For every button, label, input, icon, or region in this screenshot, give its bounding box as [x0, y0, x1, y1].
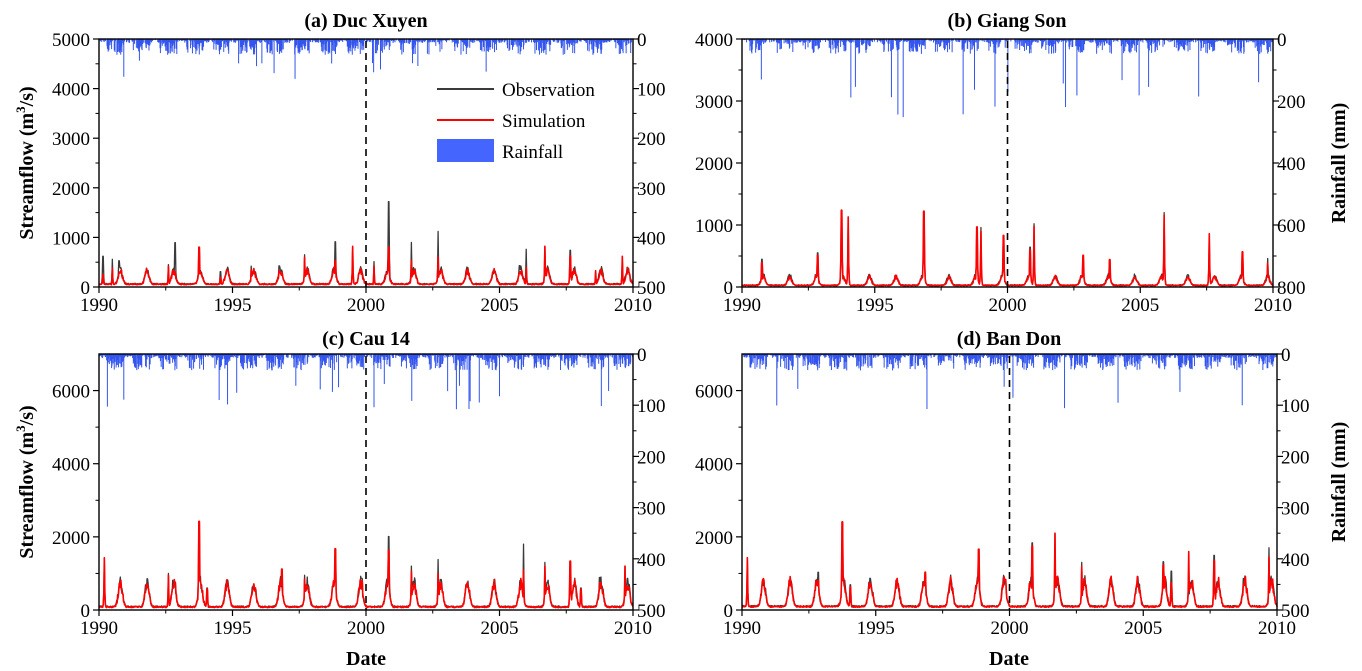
panel-d-simulation-line — [741, 521, 1278, 609]
panel-a-ytick-label: 0 — [81, 278, 91, 299]
panel-a-ylabel: Streamflow (m3/s) — [13, 86, 38, 239]
panel-b: 1990 1995 2000 2005 2010 0 1000 2000 3000 4000 0 20… — [695, 10, 1350, 316]
legend-swatch-rainfall — [437, 139, 494, 162]
panel-b-ytick-label: 1000 — [695, 216, 733, 237]
panel-c-y2tick-label: 500 — [637, 601, 666, 622]
panel-a-ytick-label: 1000 — [52, 228, 90, 249]
panel-d-y2tick-label: 300 — [1281, 499, 1310, 520]
panel-d-title: (d) Ban Don — [957, 328, 1061, 350]
panel-a-y2tick-label: 300 — [637, 179, 666, 200]
panel-a-ytick-label: 4000 — [52, 80, 90, 101]
panel-d-y2tick-label: 500 — [1281, 601, 1310, 622]
panel-d-xtick-label: 2005 — [1124, 618, 1162, 639]
panel-b-ytick-label: 4000 — [695, 30, 733, 51]
panel-a-y2tick-label: 200 — [637, 129, 666, 150]
panel-b-xtick-label: 1990 — [723, 295, 761, 316]
panel-a-y2tick-label: 100 — [637, 80, 666, 101]
panel-d-xtick-label: 1995 — [857, 618, 895, 639]
panel-d-ytick-label: 4000 — [695, 455, 733, 476]
panel-d-xtick-label: 2000 — [991, 618, 1029, 639]
panel-d: 1990 1995 2000 2005 2010 0 2000 4000 6000 0 100 200… — [695, 328, 1350, 670]
panel-a-ytick-label: 2000 — [52, 179, 90, 200]
panel-c-ytick-label: 0 — [81, 601, 91, 622]
legend-label-rainfall: Rainfall — [502, 142, 563, 163]
panel-b-xtick-label: 1995 — [856, 295, 894, 316]
panel-d-y2tick-label: 0 — [1281, 345, 1291, 366]
panel-b-y2tick-label: 400 — [1277, 154, 1306, 175]
panel-d-y2label: Rainfall (mm) — [1328, 422, 1350, 543]
panel-c-ticks: 1990 1995 2000 2005 2010 0 2000 4000 6000 0 100 200… — [52, 345, 666, 639]
legend-label-simulation: Simulation — [502, 111, 586, 132]
panel-b-title: (b) Giang Son — [948, 10, 1067, 32]
panel-b-ticks: 1990 1995 2000 2005 2010 0 1000 2000 3000 4000 0 20… — [695, 30, 1306, 316]
panel-c-xtick-label: 2000 — [347, 618, 385, 639]
panel-c-xtick-label: 2005 — [481, 618, 519, 639]
panel-c-y2tick-label: 200 — [637, 447, 666, 468]
panel-a-xtick-label: 1990 — [80, 295, 118, 316]
panel-c-ytick-label: 4000 — [52, 455, 90, 476]
panel-b-xtick-label: 2000 — [989, 295, 1027, 316]
panel-b-xtick-label: 2005 — [1121, 295, 1159, 316]
panel-a-ytick-label: 5000 — [52, 30, 90, 51]
panel-a-y2tick-label: 0 — [637, 30, 647, 51]
panel-b-y2tick-label: 800 — [1277, 278, 1306, 299]
panel-d-ytick-label: 6000 — [695, 382, 733, 403]
panel-a-title: (a) Duc Xuyen — [304, 10, 427, 32]
panel-d-y2tick-label: 400 — [1281, 550, 1310, 571]
panel-a-simulation-line — [98, 245, 634, 286]
panel-d-ytick-label: 0 — [724, 601, 734, 622]
panel-a-ticks: 1990 1995 2000 2005 201001000200030004000500… — [52, 30, 666, 316]
panel-c-xlabel: Date — [346, 648, 386, 670]
panel-b-y2tick-label: 0 — [1277, 30, 1287, 51]
panel-b-ytick-label: 2000 — [695, 154, 733, 175]
panel-c-title: (c) Cau 14 — [322, 328, 410, 350]
panel-b-y2tick-label: 600 — [1277, 216, 1306, 237]
panel-a-xtick-label: 2010 — [614, 295, 652, 316]
panel-d-ytick-label: 2000 — [695, 528, 733, 549]
panel-c: 1990 1995 2000 2005 2010 0 2000 4000 6000 0 100 200… — [13, 328, 666, 670]
panel-b-y2label: Rainfall (mm) — [1328, 103, 1350, 224]
panel-a-xtick-label: 1995 — [214, 295, 252, 316]
panel-c-xtick-label: 2010 — [614, 618, 652, 639]
panel-b-y2tick-label: 200 — [1277, 92, 1306, 113]
panel-c-xtick-label: 1990 — [80, 618, 118, 639]
panel-c-y2tick-label: 0 — [637, 345, 647, 366]
panel-b-xtick-label: 2010 — [1254, 295, 1292, 316]
panel-d-xlabel: Date — [989, 648, 1029, 670]
panel-c-simulation-line — [98, 520, 634, 609]
panel-d-y2tick-label: 200 — [1281, 447, 1310, 468]
panel-c-ytick-label: 2000 — [52, 528, 90, 549]
panel-c-y2tick-label: 100 — [637, 396, 666, 417]
panel-a-y2tick-label: 400 — [637, 228, 666, 249]
legend: Observation Simulation Rainfall — [437, 80, 595, 163]
panel-c-ytick-label: 6000 — [52, 382, 90, 403]
panel-d-y2tick-label: 100 — [1281, 396, 1310, 417]
panel-a: 1990 1995 2000 2005 201001000200030004000500… — [13, 10, 666, 316]
panel-a-y2tick-label: 500 — [637, 278, 666, 299]
panel-c-ylabel: Streamflow (m3/s) — [13, 405, 38, 558]
panel-b-ytick-label: 0 — [724, 278, 734, 299]
panel-a-xtick-label: 2000 — [347, 295, 385, 316]
panel-b-ytick-label: 3000 — [695, 92, 733, 113]
panel-d-xtick-label: 2010 — [1258, 618, 1296, 639]
panel-a-ytick-label: 3000 — [52, 129, 90, 150]
legend-label-observation: Observation — [502, 80, 595, 101]
panel-c-y2tick-label: 300 — [637, 499, 666, 520]
panel-d-xtick-label: 1990 — [723, 618, 761, 639]
panel-a-xtick-label: 2005 — [481, 295, 519, 316]
panel-c-y2tick-label: 400 — [637, 550, 666, 571]
panel-c-xtick-label: 1995 — [214, 618, 252, 639]
panel-d-ticks: 1990 1995 2000 2005 2010 0 2000 4000 6000 0 100 200… — [695, 345, 1310, 639]
